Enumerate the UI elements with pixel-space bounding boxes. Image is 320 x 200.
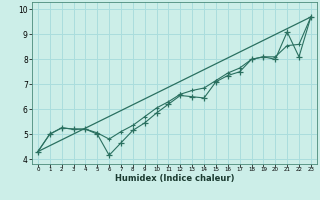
X-axis label: Humidex (Indice chaleur): Humidex (Indice chaleur)	[115, 174, 234, 183]
